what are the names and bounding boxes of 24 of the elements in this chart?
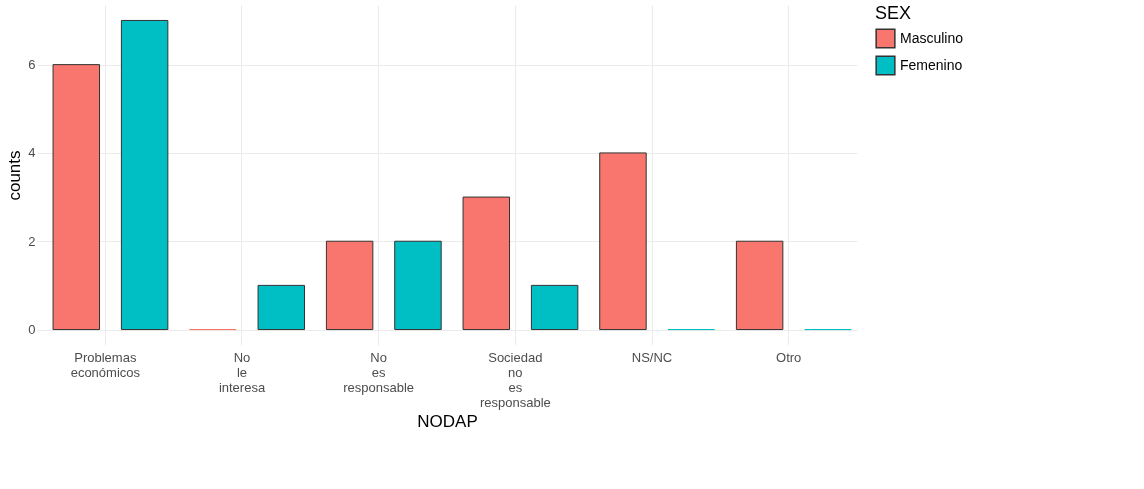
bar bbox=[530, 284, 579, 331]
bar bbox=[599, 152, 647, 331]
legend-title: SEX bbox=[875, 3, 912, 23]
bar bbox=[325, 240, 374, 331]
bar bbox=[257, 284, 306, 331]
y-tick-label: 6 bbox=[28, 57, 36, 73]
bar bbox=[52, 64, 101, 331]
bar bbox=[394, 240, 442, 331]
y-tick-label: 4 bbox=[28, 145, 36, 161]
legend-label: Femenino bbox=[900, 56, 963, 73]
x-tick-label: No es responsable bbox=[343, 349, 415, 395]
x-tick-label: No le interesa bbox=[218, 349, 266, 395]
x-tick-label: NS/NC bbox=[631, 349, 673, 365]
x-tick-label: Sociedad no es responsable bbox=[479, 349, 551, 410]
y-axis-title: counts bbox=[5, 150, 25, 201]
x-tick-label: Otro bbox=[776, 349, 802, 365]
bar bbox=[462, 196, 511, 331]
x-tick-label: Problemas económicos bbox=[70, 349, 141, 380]
bar bbox=[120, 19, 169, 331]
x-axis-title: NODAP bbox=[417, 411, 478, 431]
legend-label: Masculino bbox=[900, 29, 964, 46]
bar bbox=[735, 240, 784, 331]
y-tick-label: 2 bbox=[28, 233, 36, 249]
y-tick-label: 0 bbox=[28, 322, 36, 338]
